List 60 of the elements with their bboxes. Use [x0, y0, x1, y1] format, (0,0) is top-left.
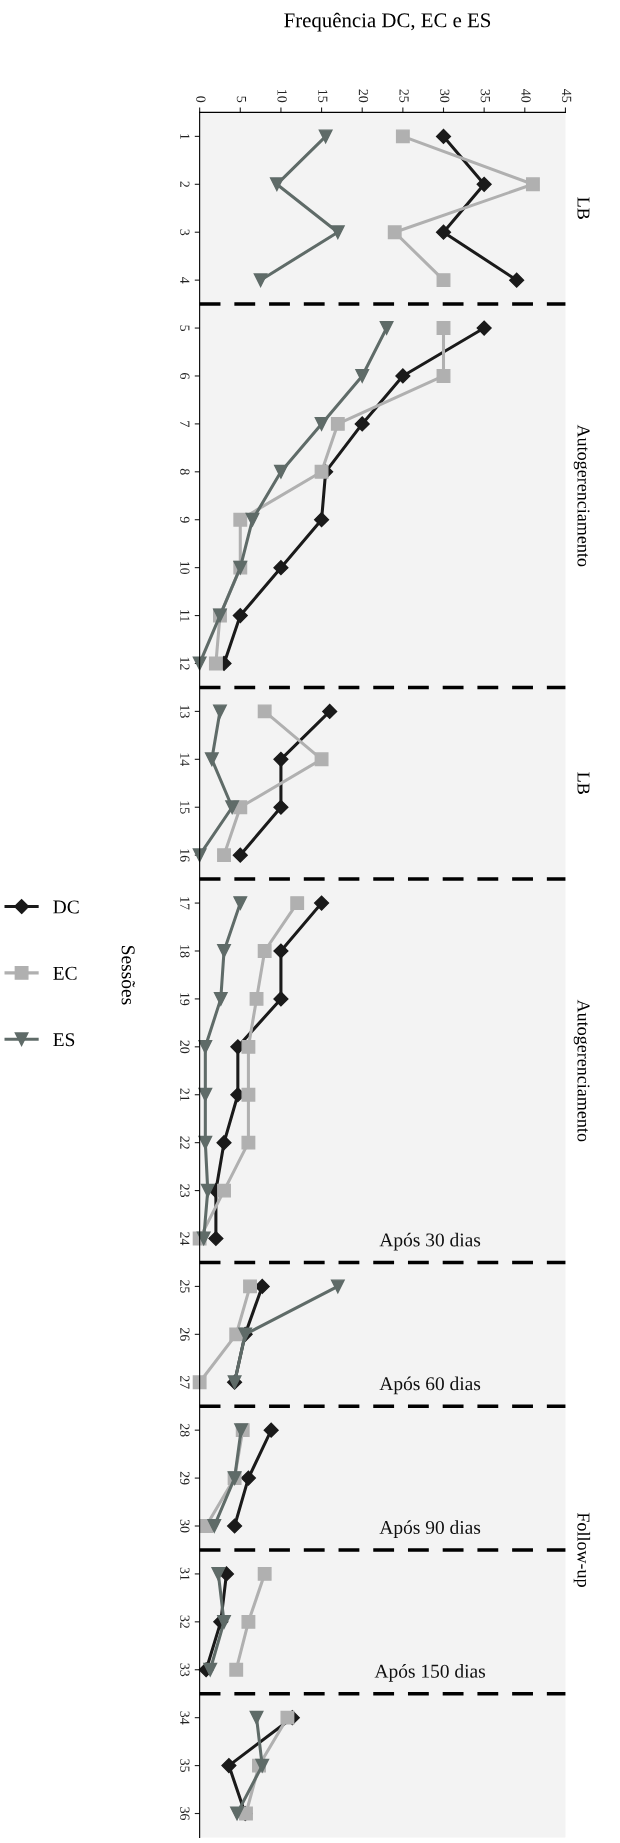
y-tick-label: 32 — [180, 1615, 190, 1629]
y-tick-label: 2 — [180, 181, 190, 188]
y-tick-label: 30 — [180, 1519, 190, 1533]
band-label: Follow-up — [573, 1512, 591, 1587]
band-label: Autogerenciamento — [573, 999, 590, 1142]
y-tick-label: 14 — [180, 753, 190, 767]
y-tick-label: 24 — [180, 1232, 190, 1246]
y-tick-label: 8 — [180, 468, 190, 475]
y-tick-label: 34 — [180, 1711, 190, 1725]
y-axis-title: Sessões — [121, 946, 135, 1005]
band-label: LB — [577, 772, 590, 794]
x-tick-label: 40 — [521, 89, 531, 103]
y-tick-label: 3 — [180, 229, 190, 236]
band-label: Autogerenciamento — [573, 424, 590, 567]
x-tick-label: 30 — [440, 89, 450, 103]
y-tick-label: 19 — [180, 993, 190, 1006]
x-tick-label: 0 — [196, 96, 206, 103]
y-tick-label: 4 — [180, 276, 190, 284]
y-tick-label: 22 — [180, 1136, 190, 1149]
x-tick-label: 20 — [358, 89, 369, 103]
x-tick-label: 10 — [277, 90, 287, 103]
x-tick-label: 35 — [480, 89, 491, 103]
x-tick-label: 25 — [399, 89, 409, 103]
y-tick-label: 31 — [180, 1567, 190, 1581]
y-tick-label: 25 — [180, 1280, 190, 1293]
ref-line-label: Após 150 dias — [374, 1664, 486, 1682]
y-tick-label: 11 — [180, 610, 190, 622]
y-tick-label: 15 — [180, 801, 190, 814]
band-label: LB — [577, 197, 590, 219]
y-tick-label: 5 — [180, 325, 190, 331]
y-tick-label: 21 — [180, 1088, 190, 1101]
y-tick-label: 9 — [180, 516, 190, 523]
x-tick-label: 5 — [236, 96, 247, 103]
y-tick-label: 6 — [180, 373, 190, 380]
y-tick-label: 27 — [180, 1375, 190, 1389]
y-tick-label: 16 — [180, 849, 190, 862]
y-tick-label: 13 — [180, 705, 190, 718]
ref-line-label: Após 30 dias — [379, 1232, 481, 1251]
y-tick-label: 36 — [180, 1807, 190, 1821]
y-tick-label: 1 — [180, 134, 190, 140]
legend-label: ES — [53, 1033, 75, 1047]
y-tick-label: 35 — [180, 1759, 190, 1772]
y-tick-label: 18 — [180, 945, 190, 958]
y-tick-label: 23 — [180, 1184, 190, 1197]
x-tick-label: 15 — [318, 90, 328, 103]
y-tick-label: 26 — [180, 1328, 190, 1341]
ref-line-label: Após 60 dias — [379, 1376, 481, 1395]
legend-label: EC — [53, 966, 77, 980]
y-tick-label: 17 — [180, 897, 190, 910]
chart-title: Frequência DC, EC e ES — [284, 12, 491, 32]
y-tick-label: 29 — [180, 1471, 190, 1485]
y-tick-label: 7 — [180, 421, 190, 427]
y-tick-label: 10 — [180, 561, 190, 575]
y-tick-label: 20 — [180, 1040, 190, 1054]
y-tick-label: 12 — [180, 657, 190, 670]
ref-line-label: Após 90 dias — [379, 1520, 481, 1538]
legend-label: DC — [53, 900, 79, 914]
x-tick-label: 45 — [561, 89, 572, 103]
y-tick-label: 28 — [180, 1423, 190, 1437]
y-tick-label: 33 — [180, 1663, 190, 1677]
